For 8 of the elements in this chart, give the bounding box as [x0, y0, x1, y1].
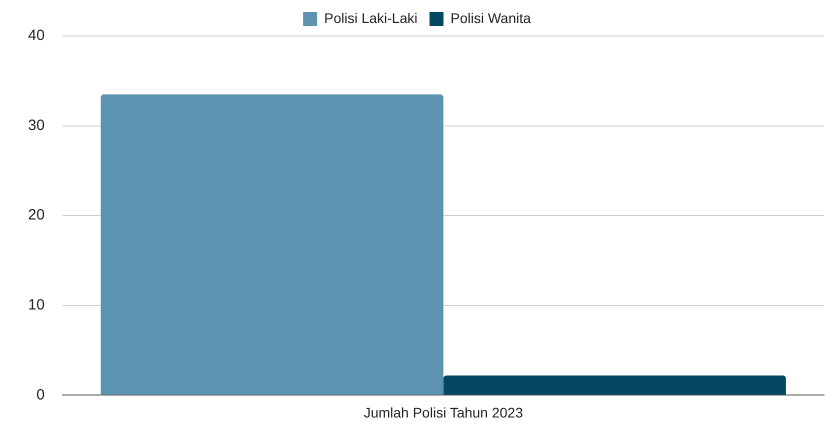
y-tick-label: 30	[28, 116, 45, 134]
y-tick-label: 0	[36, 386, 45, 404]
y-tick-label: 40	[28, 27, 45, 44]
x-tick-label: Jumlah Polisi Tahun 2023	[364, 404, 524, 420]
y-tick-label: 10	[28, 296, 45, 314]
legend-label: Polisi Wanita	[450, 10, 532, 26]
legend-label: Polisi Laki-Laki	[324, 10, 418, 26]
y-tick-label: 20	[28, 206, 45, 224]
